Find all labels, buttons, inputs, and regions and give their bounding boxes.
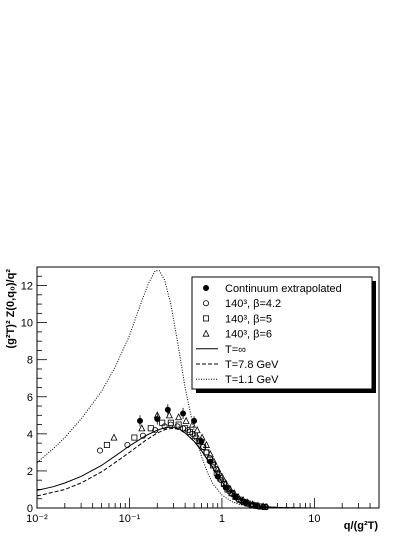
- x-tick-label: 10⁻¹: [119, 513, 141, 525]
- data-point: [239, 496, 247, 504]
- data-point: [152, 427, 159, 434]
- plot-area: [37, 270, 379, 511]
- x-tick-label: 1: [219, 513, 225, 525]
- data-point: [165, 411, 173, 419]
- data-point: [196, 438, 203, 445]
- data-point: [202, 300, 209, 307]
- x-axis-title: q/(g²T): [344, 520, 379, 532]
- y-axis-title: (g²T)² Z(0,q₀)/q²: [5, 269, 17, 349]
- legend: Continuum extrapolated 140³, β=4.2 140³, β…: [191, 276, 376, 393]
- data-point: [210, 457, 218, 465]
- legend-label: 140³, β=6: [225, 329, 272, 341]
- y-tick-label: 2: [27, 466, 33, 478]
- x-tick-label: 10⁻²: [26, 513, 48, 525]
- data-point: [249, 500, 257, 508]
- data-point: [209, 462, 216, 469]
- data-point: [199, 443, 206, 450]
- x-tick-label: 10: [308, 513, 320, 525]
- data-point: [131, 434, 138, 441]
- data-point: [175, 421, 182, 428]
- data-point: [188, 420, 196, 428]
- data-point: [202, 440, 210, 448]
- data-point: [259, 502, 267, 510]
- data-point: [96, 447, 103, 454]
- data-point: [244, 498, 252, 506]
- data-point: [153, 411, 161, 419]
- data-point: [203, 449, 210, 456]
- data-point: [164, 406, 171, 413]
- data-point: [220, 480, 227, 487]
- data-point: [214, 464, 222, 473]
- data-point: [226, 484, 234, 492]
- data-point: [193, 426, 201, 434]
- data-point: [154, 416, 161, 423]
- data-point: [174, 423, 181, 430]
- data-point: [103, 441, 110, 448]
- series: [110, 411, 267, 510]
- data-point: [182, 416, 190, 424]
- x-axis: 10⁻² 10⁻¹ 1 10: [26, 498, 380, 525]
- data-point: [147, 425, 154, 432]
- y-tick-label: 10: [21, 318, 33, 330]
- y-tick-label: 8: [27, 355, 33, 367]
- data-point: [198, 433, 206, 441]
- y-tick-label: 6: [27, 392, 33, 404]
- data-point: [167, 419, 174, 426]
- data-point: [202, 284, 209, 291]
- legend-label: 140³, β=4.2: [225, 298, 281, 310]
- y-tick-label: 4: [27, 429, 33, 441]
- legend-label: T=∞: [225, 344, 246, 356]
- data-point: [136, 417, 143, 424]
- data-points: [96, 404, 270, 511]
- data-point: [159, 419, 166, 426]
- data-point: [186, 428, 193, 435]
- data-point: [180, 410, 187, 417]
- data-point: [206, 450, 214, 458]
- y-tick-label: 12: [21, 281, 33, 293]
- data-point: [222, 478, 230, 486]
- data-point: [202, 315, 209, 322]
- data-point: [139, 432, 146, 439]
- data-point: [175, 413, 183, 421]
- legend-label: T=1.1 GeV: [225, 374, 279, 386]
- legend-label: T=7.8 GeV: [225, 359, 279, 371]
- curve-line: [37, 427, 379, 508]
- data-point: [224, 486, 231, 493]
- data-point: [202, 329, 210, 337]
- legend-label: Continuum extrapolated: [225, 283, 342, 295]
- legend-label: 140³, β=5: [225, 313, 272, 325]
- data-point: [110, 433, 118, 441]
- data-point: [182, 425, 189, 432]
- data-point: [218, 472, 226, 480]
- data-point: [138, 424, 146, 432]
- y-axis: 0 2 4 6 8 10 12: [21, 266, 47, 515]
- legend-box: [191, 276, 373, 390]
- data-point: [124, 441, 131, 448]
- y-tick-label: 0: [27, 503, 33, 515]
- data-point: [230, 489, 238, 497]
- data-point: [213, 469, 220, 476]
- data-point: [234, 492, 242, 500]
